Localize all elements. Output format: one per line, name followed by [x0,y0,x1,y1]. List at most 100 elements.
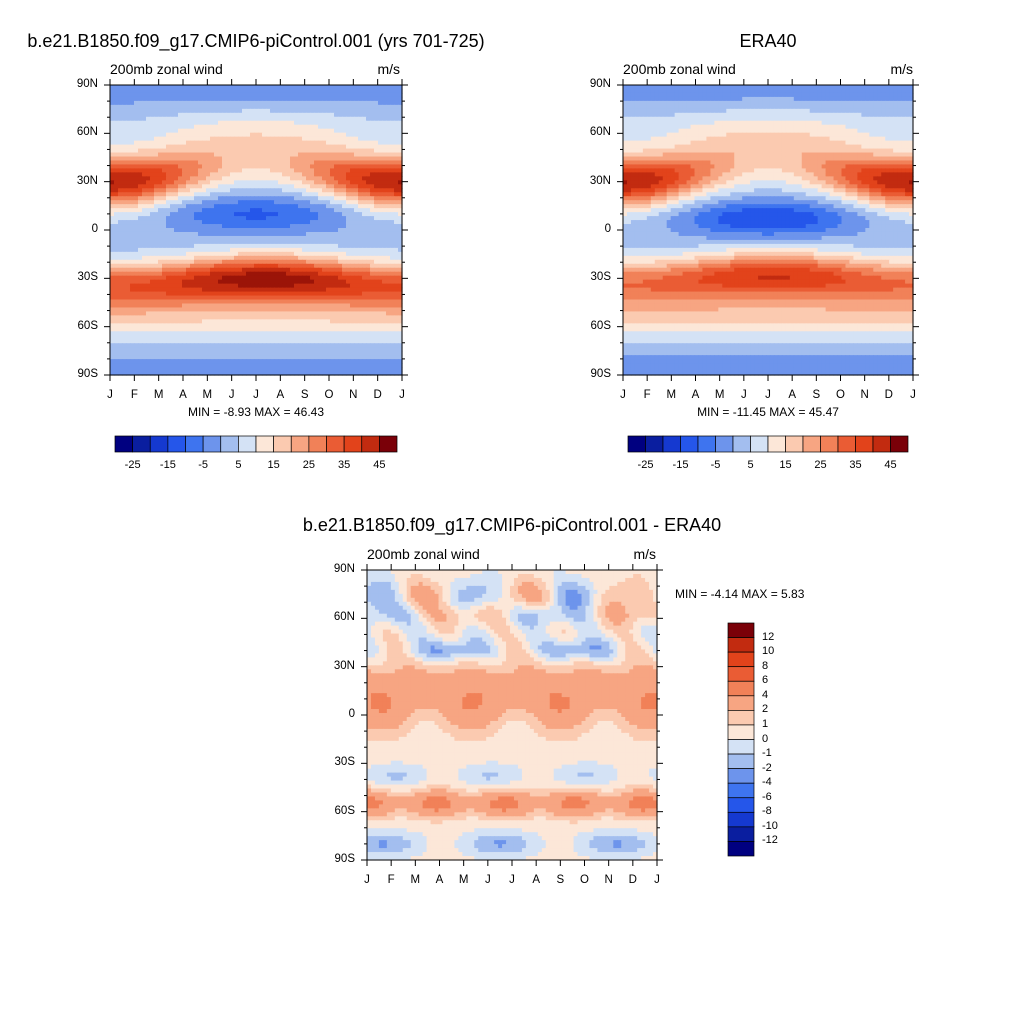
panel1-cell [258,152,263,158]
panel1-cell [322,156,327,162]
panel1-cell [230,235,235,241]
panel1-cell [362,148,367,154]
panel1-cell [398,188,403,193]
panel1-cell [366,176,371,181]
panel1-cell [398,100,403,106]
panel1-cell [250,271,255,277]
panel1-cell [398,287,403,293]
panel1-cell [222,212,227,217]
panel1-cell [142,303,147,309]
panel1-cell [390,184,395,189]
panel1-cell [114,315,119,320]
panel1-cell [126,239,131,245]
panel1-cell [322,88,327,94]
panel1-cell [130,259,135,265]
panel1-cell [286,180,291,185]
panel1-cell [110,85,115,90]
panel1-cell [242,96,247,102]
panel1-cell [158,172,163,177]
panel1-cell [354,164,359,170]
panel1-cell [282,351,287,356]
panel1-cell [322,128,327,134]
panel1-cell [326,148,331,154]
panel1-cell [370,319,375,324]
panel1-cell [282,200,287,205]
panel1-cell [174,152,179,158]
panel1-cell [318,152,323,158]
panel1-cell [126,299,131,305]
panel1-cell [262,243,267,249]
panel1-cell [278,287,283,293]
panel1-cell [370,104,375,110]
panel1-cell [150,204,155,209]
panel1-cell [150,339,155,344]
panel1-cell [150,128,155,134]
panel1-cell [230,176,235,181]
panel1-cell [210,164,215,170]
panel1-cell [370,275,375,281]
panel1-cell [250,200,255,205]
panel1-cell [226,343,231,348]
panel1-cell [330,235,335,241]
panel1-cell [126,160,131,166]
panel1-cell [234,152,239,158]
panel1-cell [190,323,195,328]
panel1-cell [310,216,315,221]
panel1-cell [346,120,351,126]
panel1-cell [122,323,127,328]
panel1-cell [118,92,123,98]
panel1-cell [354,208,359,213]
panel1-cell [198,192,203,197]
panel1-cell [170,156,175,162]
panel1-cell [278,100,283,106]
panel1-cell [178,184,183,189]
panel1-cell [230,255,235,261]
panel1-cell [254,88,259,94]
panel1-cell [374,112,379,118]
panel1-cell [122,204,127,209]
panel1-cell [174,355,179,360]
panel1-cell [374,295,379,301]
panel1-cell [294,220,299,225]
panel1-cell [350,100,355,106]
panel1-cell [286,224,291,229]
panel1-cell [302,120,307,126]
panel1-cell [206,224,211,229]
panel1-cell [358,228,363,233]
panel1-cell [366,239,371,245]
panel1-cell [294,251,299,257]
panel1-cell [230,287,235,293]
panel1-cell [382,255,387,261]
panel1-cell [270,140,275,146]
panel1-cell [330,220,335,225]
panel1-cell [362,239,367,245]
panel1-cell [330,255,335,261]
panel1-cell [110,108,115,114]
panel1-cell [118,140,123,146]
panel1-cell [366,323,371,328]
panel1-cell [242,339,247,344]
panel1-cell [298,180,303,185]
panel1-cell [230,323,235,328]
panel1-cell [342,85,347,90]
panel1-cell [342,180,347,185]
panel1-cell [330,331,335,336]
panel1-cell [366,140,371,146]
panel1-cell [302,295,307,301]
panel1-cell [262,339,267,344]
panel1-cell [390,239,395,245]
panel1-cell [206,239,211,245]
panel1-cell [222,239,227,245]
panel1-cell [138,132,143,138]
panel1-cell [226,319,231,324]
panel1-cell [338,184,343,189]
panel1-cell [258,172,263,177]
panel1-cell [386,180,391,185]
panel1-cell [338,156,343,162]
panel1-cell [266,315,271,320]
panel1-cell [286,148,291,154]
panel1-cell [346,184,351,189]
panel1-cell [178,307,183,313]
panel1-cell [338,160,343,166]
panel1-cell [246,168,251,173]
